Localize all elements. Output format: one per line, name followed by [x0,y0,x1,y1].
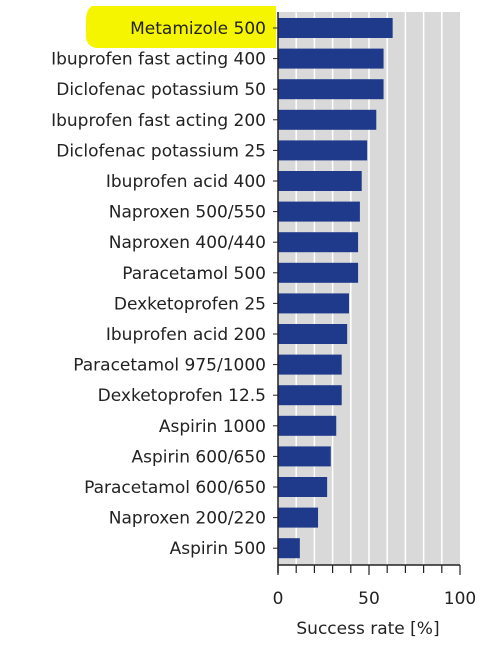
category-label: Diclofenac potassium 25 [56,141,266,161]
bar [278,109,377,130]
category-labels: Metamizole 500 Ibuprofen fast acting 400 D… [51,19,278,559]
bar [278,324,348,344]
category-label: Naproxen 400/440 [109,233,266,253]
category-label: Ibuprofen fast acting 200 [51,111,266,131]
bar [278,171,362,191]
bar [278,354,342,375]
bar [278,18,393,38]
x-tick-label: 100 [444,589,476,609]
bar [278,232,359,253]
category-label: Paracetamol 500 [122,264,266,284]
category-label: Naproxen 500/550 [109,203,266,223]
bar [278,48,384,69]
highlight-layer [86,6,276,48]
x-tick-label: 50 [358,589,380,609]
category-label: Naproxen 200/220 [109,509,266,529]
category-label: Aspirin 500 [170,539,266,559]
category-label: Ibuprofen acid 200 [106,325,266,345]
bar [278,262,359,283]
bar [278,201,360,222]
category-label: Diclofenac potassium 50 [56,80,266,100]
category-label: Aspirin 600/650 [131,447,266,467]
bar [278,385,342,406]
x-axis-title: Success rate [%] [296,619,439,639]
bar [278,507,319,528]
category-label: Dexketoprofen 25 [114,294,266,314]
bars [278,18,393,559]
bar [278,415,337,436]
category-label: Paracetamol 600/650 [84,478,266,498]
x-axis: 0 50 100 [273,12,476,609]
category-label: Paracetamol 975/1000 [73,356,266,376]
category-label: Ibuprofen acid 400 [106,172,266,192]
x-tick-label: 0 [273,589,284,609]
bar [278,293,349,314]
bar [278,538,300,559]
category-label: Metamizole 500 [130,19,266,39]
bar [278,477,328,497]
bar [278,79,384,100]
category-label: Ibuprofen fast acting 400 [51,50,266,70]
category-label: Dexketoprofen 12.5 [98,386,266,406]
bar [278,140,368,161]
highlight-marker [86,6,276,48]
gridlines [295,12,443,565]
bar [278,446,331,467]
category-label: Aspirin 1000 [159,417,266,437]
